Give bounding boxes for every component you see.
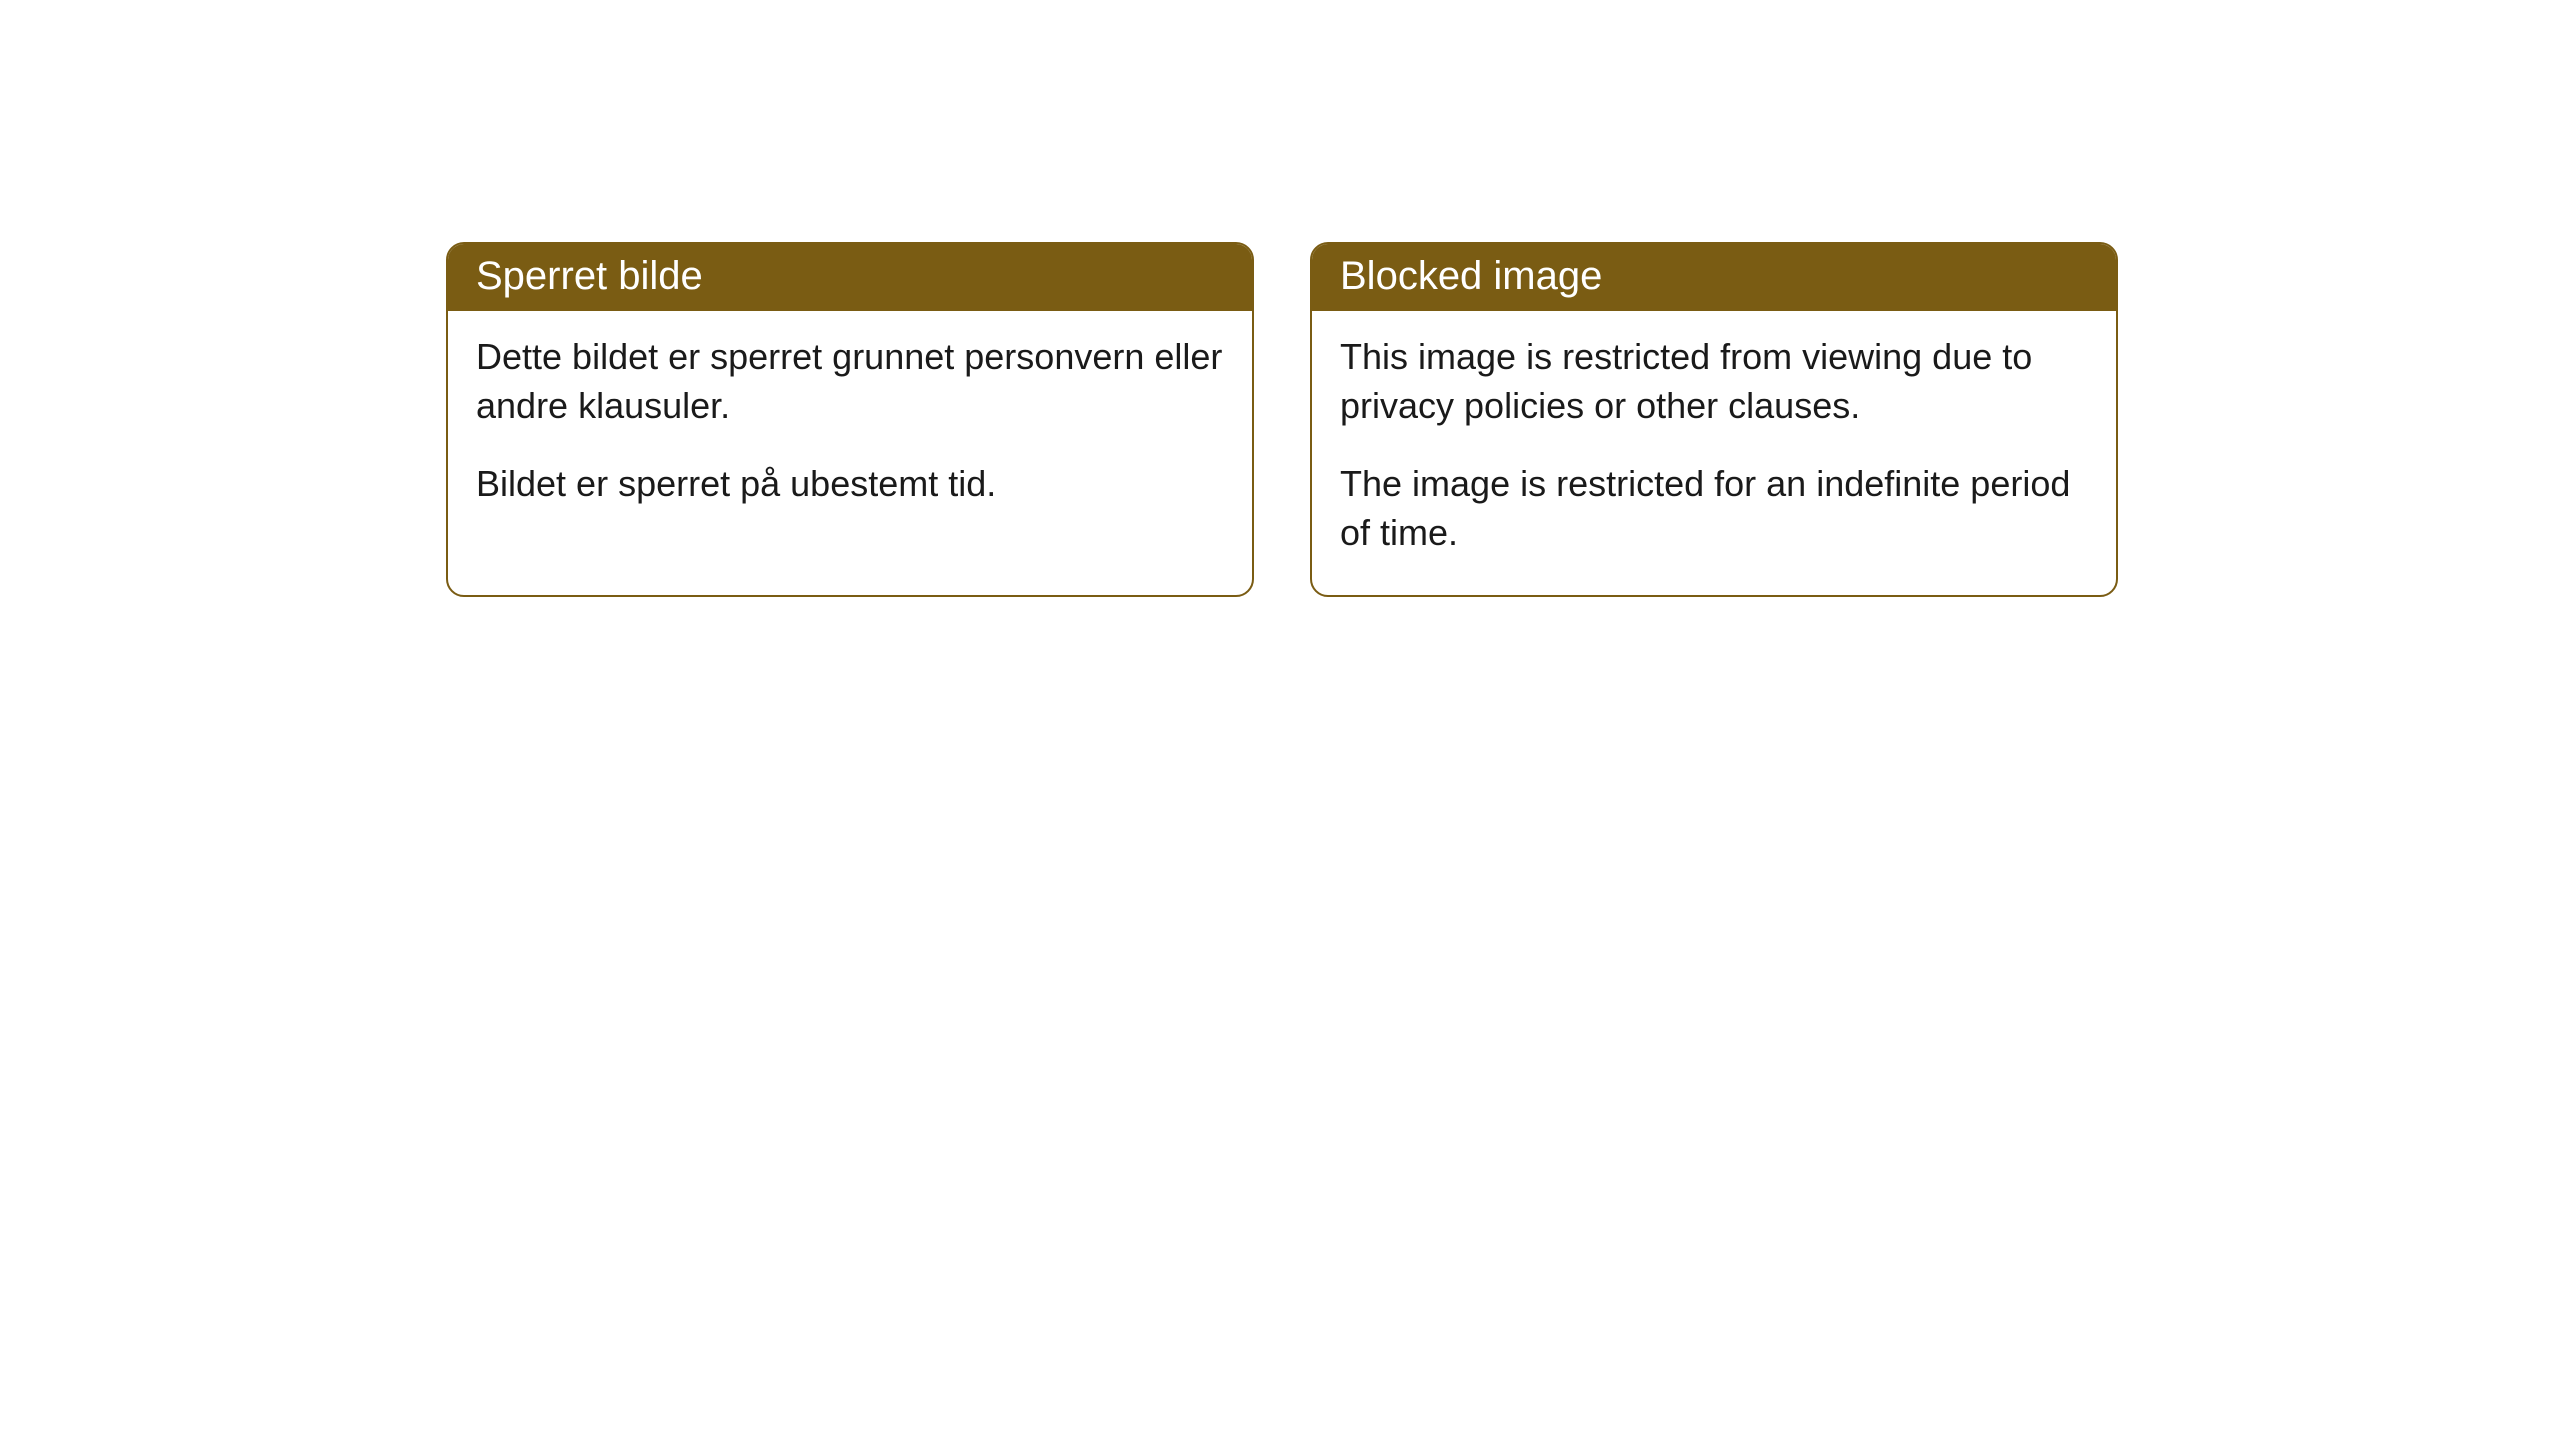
card-title: Blocked image — [1340, 254, 1602, 298]
card-body: This image is restricted from viewing du… — [1312, 311, 2116, 595]
notice-card-english: Blocked image This image is restricted f… — [1310, 242, 2118, 597]
card-header: Sperret bilde — [448, 244, 1252, 311]
card-paragraph: This image is restricted from viewing du… — [1340, 333, 2088, 430]
card-body: Dette bildet er sperret grunnet personve… — [448, 311, 1252, 547]
notice-cards-row: Sperret bilde Dette bildet er sperret gr… — [446, 242, 2118, 597]
card-header: Blocked image — [1312, 244, 2116, 311]
card-paragraph: Dette bildet er sperret grunnet personve… — [476, 333, 1224, 430]
notice-card-norwegian: Sperret bilde Dette bildet er sperret gr… — [446, 242, 1254, 597]
card-paragraph: The image is restricted for an indefinit… — [1340, 460, 2088, 557]
card-paragraph: Bildet er sperret på ubestemt tid. — [476, 460, 1224, 509]
card-title: Sperret bilde — [476, 254, 703, 298]
